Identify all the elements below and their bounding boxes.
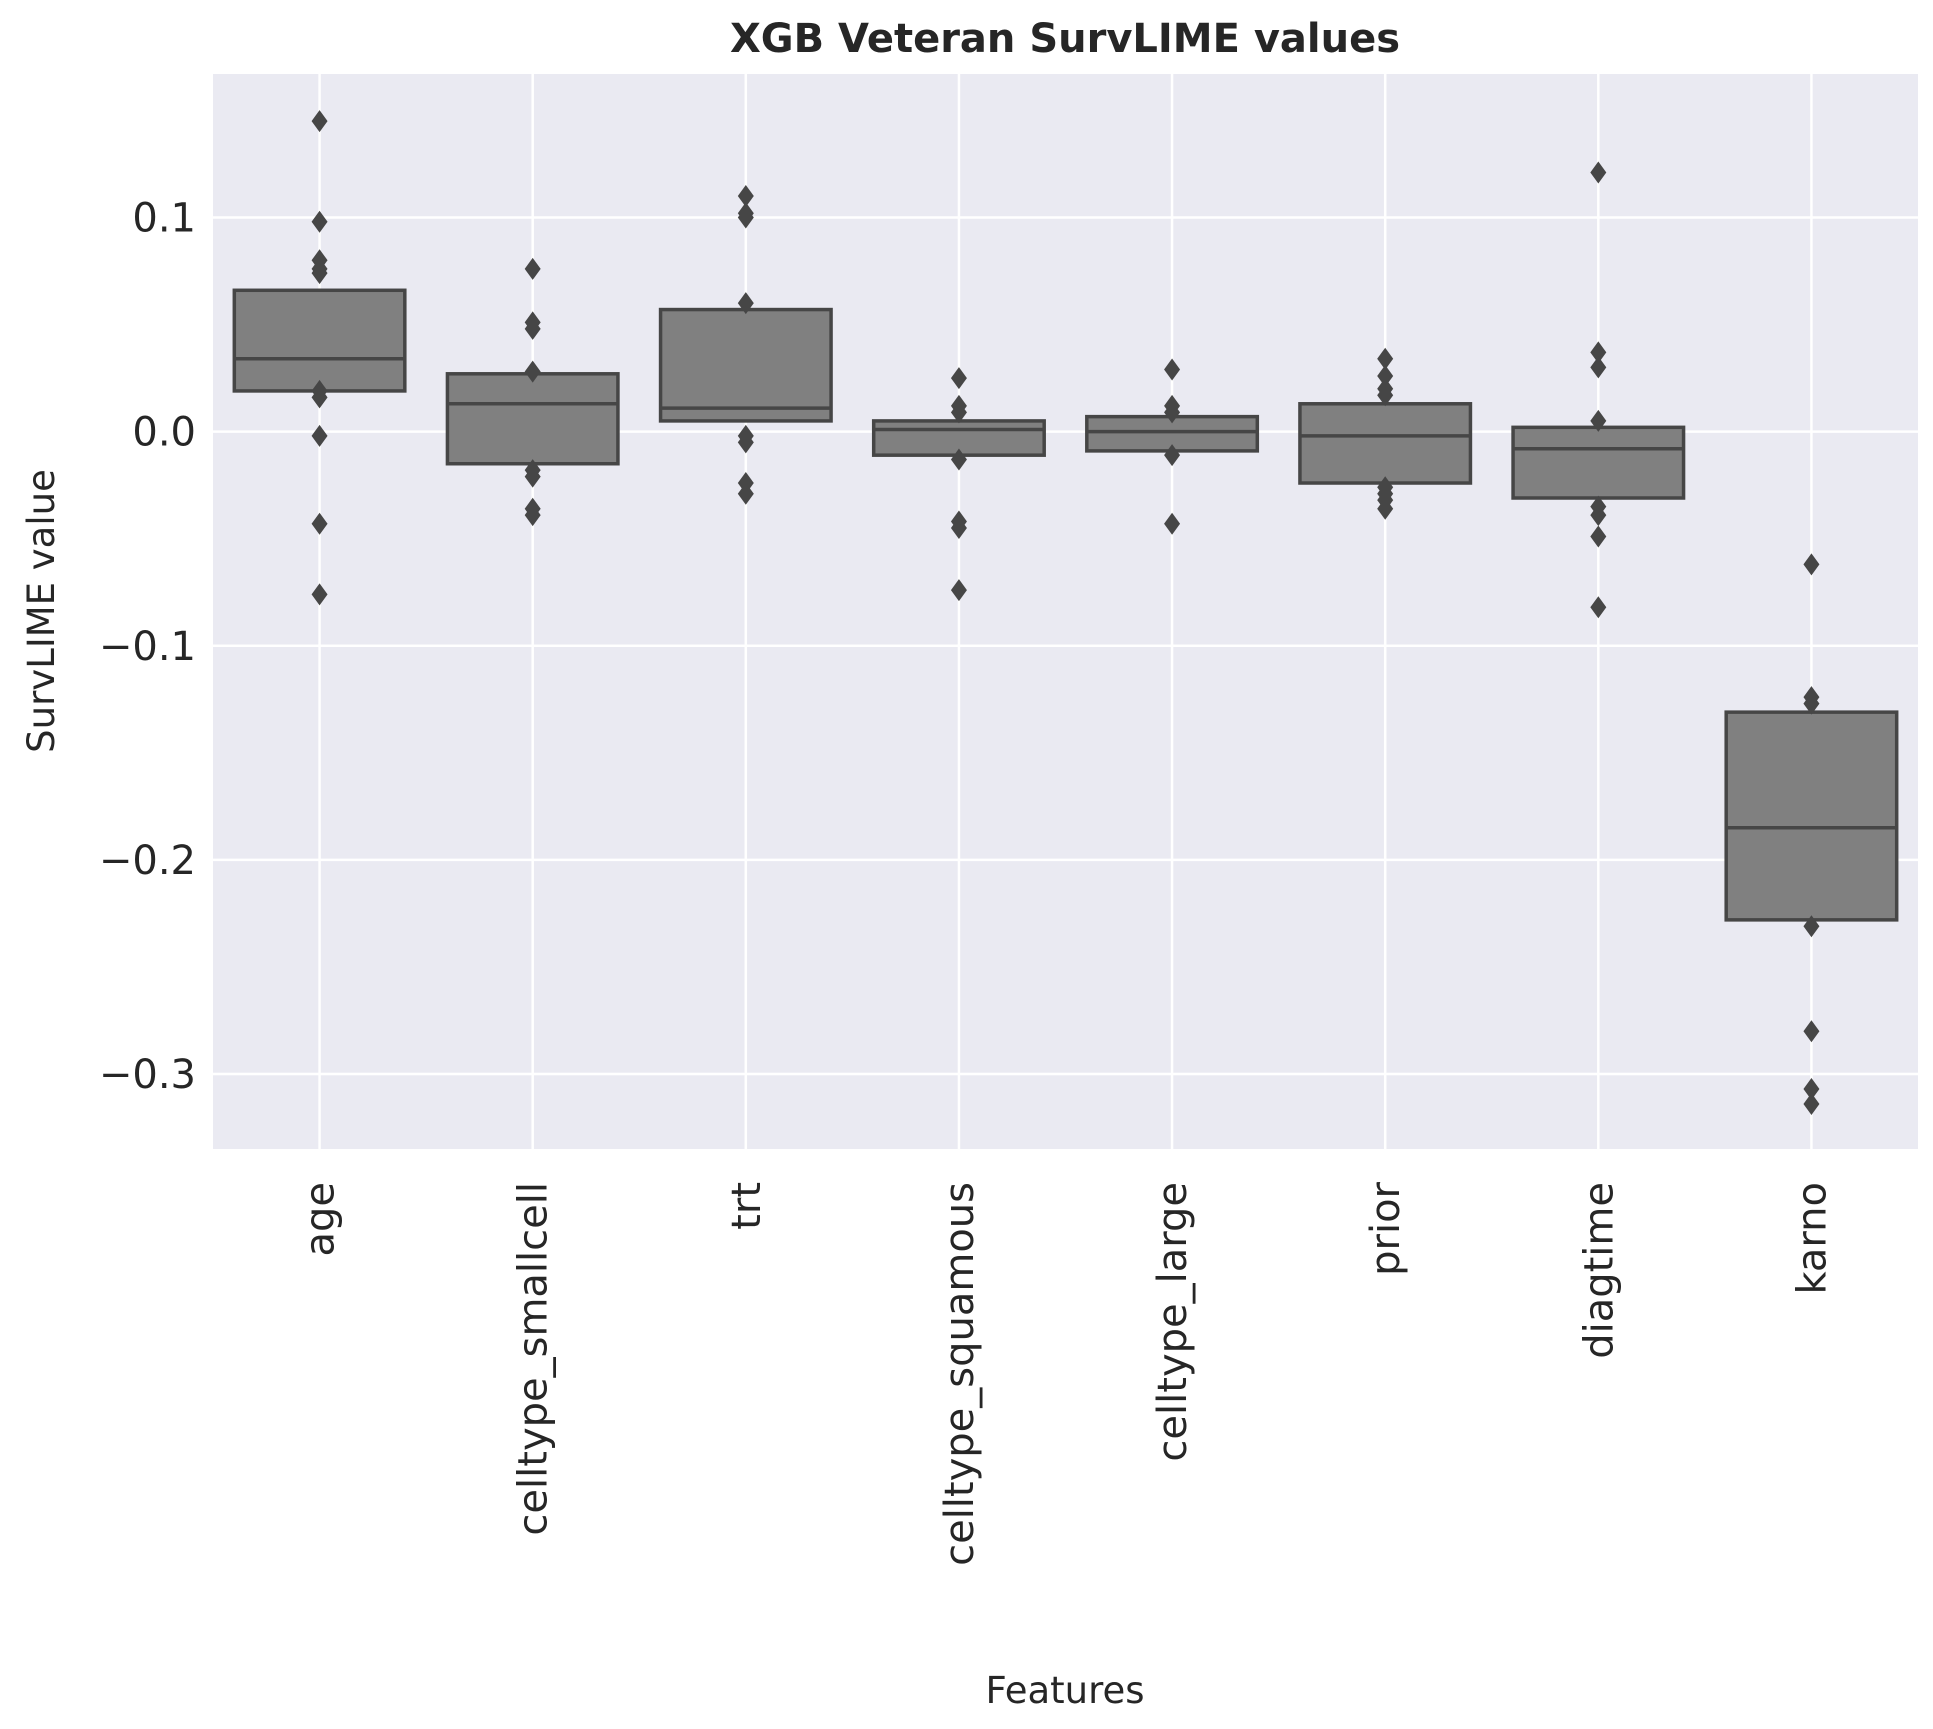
- gridlines: [213, 74, 1918, 1149]
- x-tick-label: diagtime: [1576, 1182, 1622, 1359]
- x-tick-label: trt: [724, 1182, 770, 1230]
- outlier-point: [1590, 504, 1607, 527]
- box-group-diagtime: [1511, 161, 1686, 619]
- outlier-point: [1164, 401, 1181, 424]
- box-group-celltype_large: [1085, 358, 1260, 535]
- outlier-point: [311, 512, 328, 535]
- outlier-point: [737, 206, 754, 229]
- box: [658, 307, 833, 423]
- box: [1298, 402, 1473, 485]
- outlier-point: [950, 448, 967, 471]
- box: [232, 288, 407, 393]
- x-axis-label: Features: [985, 1669, 1144, 1712]
- outlier-point: [1590, 525, 1607, 548]
- outlier-point: [1590, 161, 1607, 184]
- outlier-point: [1377, 384, 1394, 407]
- y-tick-label: −0.2: [99, 838, 196, 884]
- outlier-point: [1590, 356, 1607, 379]
- outlier-point: [1377, 497, 1394, 520]
- outlier-point: [524, 465, 541, 488]
- x-tick-label: celltype_squamous: [937, 1182, 983, 1566]
- box-group-age: [232, 110, 407, 606]
- x-tick-label: karno: [1789, 1182, 1835, 1295]
- plot-area: [213, 74, 1918, 1149]
- outlier-point: [1590, 409, 1607, 432]
- outlier-point: [311, 262, 328, 285]
- box: [1724, 710, 1899, 922]
- outlier-point: [311, 210, 328, 233]
- outlier-point: [524, 317, 541, 340]
- y-tick-label: 0.1: [132, 195, 196, 241]
- outlier-point: [311, 110, 328, 133]
- box: [445, 372, 620, 466]
- outlier-point: [737, 292, 754, 315]
- outlier-point: [1164, 512, 1181, 535]
- outlier-point: [524, 360, 541, 383]
- outlier-point: [311, 424, 328, 447]
- x-tick-label: celltype_large: [1150, 1182, 1196, 1462]
- outlier-point: [1590, 341, 1607, 364]
- boxes: [232, 110, 1899, 1116]
- outlier-point: [311, 386, 328, 409]
- x-tick-label: prior: [1363, 1181, 1409, 1275]
- y-tick-label: −0.1: [99, 624, 196, 670]
- chart-title: XGB Veteran SurvLIME values: [730, 16, 1400, 62]
- outlier-point: [1590, 596, 1607, 619]
- box-group-prior: [1298, 347, 1473, 520]
- x-tick-label: age: [298, 1182, 344, 1257]
- outlier-point: [737, 185, 754, 208]
- box: [1511, 425, 1686, 500]
- outlier-point: [1803, 692, 1820, 715]
- outlier-point: [1803, 1093, 1820, 1116]
- outlier-point: [524, 257, 541, 280]
- outlier-point: [950, 401, 967, 424]
- outlier-point: [1803, 1020, 1820, 1043]
- outlier-point: [311, 583, 328, 606]
- box-group-trt: [658, 185, 833, 505]
- outlier-point: [1377, 364, 1394, 387]
- outlier-point: [1377, 347, 1394, 370]
- box-group-karno: [1724, 553, 1899, 1116]
- outlier-point: [1164, 358, 1181, 381]
- outlier-point: [1803, 553, 1820, 576]
- outlier-point: [737, 431, 754, 454]
- y-tick-labels: 0.1 0.0 −0.1 −0.2 −0.3: [99, 195, 196, 1098]
- outlier-point: [950, 516, 967, 539]
- outlier-point: [1803, 1078, 1820, 1101]
- y-axis-label: SurvLIME value: [20, 469, 63, 753]
- outlier-point: [950, 367, 967, 390]
- box-group-celltype_smallcell: [445, 257, 620, 527]
- y-tick-label: 0.0: [132, 410, 196, 456]
- x-tick-labels: age celltype_smallcell trt celltype_squamou…: [298, 1181, 1836, 1565]
- outlier-point: [1803, 915, 1820, 938]
- y-tick-label: −0.3: [99, 1052, 196, 1098]
- outlier-point: [737, 482, 754, 505]
- outlier-point: [950, 579, 967, 602]
- outlier-point: [524, 504, 541, 527]
- box-group-celltype_squamous: [871, 367, 1046, 602]
- x-tick-label: celltype_smallcell: [511, 1182, 557, 1536]
- outlier-point: [1164, 444, 1181, 467]
